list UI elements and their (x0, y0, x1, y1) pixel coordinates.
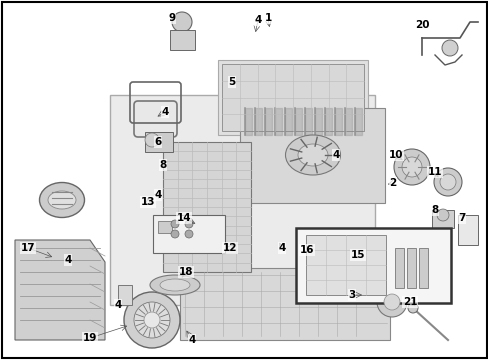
Bar (418, 248, 427, 288)
Text: 4: 4 (154, 190, 162, 200)
Ellipse shape (48, 191, 76, 209)
Circle shape (145, 133, 159, 147)
Circle shape (383, 294, 399, 310)
Text: 20: 20 (414, 20, 428, 30)
Bar (295, 228, 450, 303)
Ellipse shape (297, 144, 327, 166)
Circle shape (171, 230, 179, 238)
Bar (145, 132, 173, 152)
Bar (394, 248, 403, 288)
Text: 4: 4 (161, 107, 168, 117)
Text: 8: 8 (430, 205, 438, 215)
Circle shape (401, 157, 421, 177)
Text: 4: 4 (254, 15, 261, 25)
Text: 6: 6 (154, 137, 162, 147)
Text: 8: 8 (159, 160, 166, 170)
Bar (158, 221, 172, 233)
Circle shape (407, 303, 417, 313)
Ellipse shape (160, 279, 190, 291)
Text: 5: 5 (228, 77, 235, 87)
Bar (153, 215, 224, 253)
Bar (240, 108, 384, 203)
Text: 3: 3 (347, 290, 355, 300)
Circle shape (184, 220, 193, 228)
Text: 2: 2 (388, 178, 396, 188)
Ellipse shape (285, 135, 340, 175)
Circle shape (172, 12, 192, 32)
Bar (222, 64, 363, 131)
Circle shape (171, 220, 179, 228)
Bar (431, 210, 453, 228)
Bar (110, 95, 374, 305)
Circle shape (376, 287, 406, 317)
Circle shape (393, 149, 429, 185)
Circle shape (143, 312, 160, 328)
Text: 9: 9 (168, 13, 175, 23)
Text: 19: 19 (82, 333, 97, 343)
Text: 10: 10 (388, 150, 403, 160)
Text: 4: 4 (188, 335, 195, 345)
Text: 13: 13 (141, 197, 155, 207)
Bar (118, 285, 132, 305)
Text: 18: 18 (179, 267, 193, 277)
Bar (218, 60, 367, 135)
Text: 14: 14 (176, 213, 191, 223)
Polygon shape (15, 240, 105, 340)
Ellipse shape (40, 183, 84, 217)
Bar (457, 215, 477, 245)
Ellipse shape (150, 275, 200, 295)
Text: 4: 4 (114, 300, 122, 310)
Bar (170, 30, 195, 50)
Circle shape (124, 292, 180, 348)
Circle shape (134, 302, 170, 338)
Bar (180, 268, 389, 340)
Text: 15: 15 (350, 250, 365, 260)
Text: 17: 17 (20, 243, 35, 253)
Text: 12: 12 (223, 243, 237, 253)
Bar (163, 142, 250, 272)
Circle shape (433, 168, 461, 196)
Circle shape (439, 174, 455, 190)
Bar (305, 235, 385, 295)
Text: 16: 16 (299, 245, 314, 255)
Circle shape (184, 230, 193, 238)
Circle shape (441, 40, 457, 56)
Text: 4: 4 (332, 150, 339, 160)
Text: 1: 1 (264, 13, 271, 23)
Text: 7: 7 (457, 213, 465, 223)
Text: 21: 21 (402, 297, 416, 307)
Circle shape (436, 209, 448, 221)
Text: 4: 4 (64, 255, 72, 265)
Text: 11: 11 (427, 167, 441, 177)
FancyBboxPatch shape (134, 101, 177, 137)
Text: 4: 4 (278, 243, 285, 253)
Bar (406, 248, 415, 288)
